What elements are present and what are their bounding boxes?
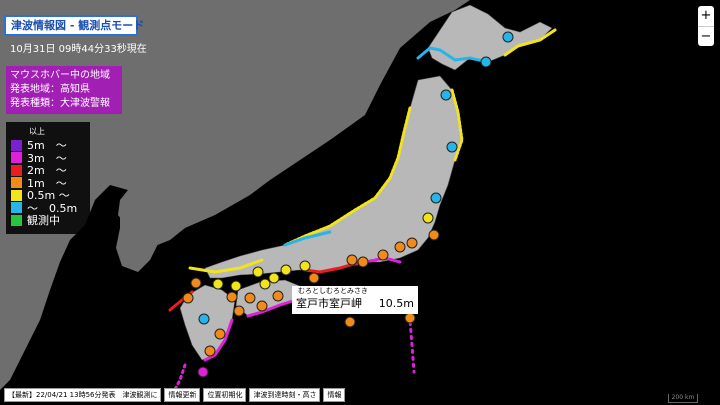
- popup-value: 10.5m: [378, 297, 414, 310]
- korean-peninsula: [116, 200, 162, 272]
- legend-item: ～ 0.5m: [11, 202, 85, 215]
- info-button[interactable]: 情報: [323, 388, 346, 402]
- hover-info-panel: マウスホバー中の地域 発表地域：高知県 発表種類：大津波警報: [6, 66, 122, 114]
- station-orange[interactable]: [406, 237, 418, 249]
- station-orange[interactable]: [346, 254, 358, 266]
- legend-label: 3m ～: [27, 151, 67, 165]
- coast-blue-wakasa: [283, 230, 332, 247]
- current-datetime: 10月31日 09時44分33秒現在: [10, 44, 147, 55]
- station-orange[interactable]: [204, 345, 216, 357]
- legend-item: 2m ～: [11, 164, 85, 177]
- station-yellow[interactable]: [422, 212, 434, 224]
- refresh-button[interactable]: 情報更新: [164, 388, 201, 402]
- hover-region: 発表地域：高知県: [10, 84, 90, 95]
- hover-heading: マウスホバー中の地域: [10, 70, 110, 81]
- legend-item: 1m ～: [11, 177, 85, 190]
- reset-position-button[interactable]: 位置初期化: [203, 388, 247, 402]
- station-yellow[interactable]: [268, 272, 280, 284]
- legend-item: 3m ～: [11, 152, 85, 165]
- station-yellow[interactable]: [212, 278, 224, 290]
- station-blue[interactable]: [440, 89, 452, 101]
- station-orange[interactable]: [428, 229, 440, 241]
- legend-label: 0.5m ～: [27, 189, 70, 203]
- popup-place-row: 室戸市室戸岬 10.5m: [296, 296, 414, 311]
- popup-reading: むろとしむろとみさき: [298, 287, 368, 295]
- zoom-out-button[interactable]: −: [698, 26, 714, 47]
- station-orange[interactable]: [394, 241, 406, 253]
- station-magenta[interactable]: [197, 366, 209, 378]
- station-orange[interactable]: [308, 272, 320, 284]
- legend-item: 0.5m ～: [11, 189, 85, 202]
- coast-yellow-hokkaido-east: [503, 28, 557, 57]
- hover-type: 発表種類：大津波警報: [10, 98, 110, 109]
- station-popup: むろとしむろとみさき 室戸市室戸岬 10.5m: [292, 286, 418, 314]
- coast-magenta-kyushu: [203, 318, 234, 362]
- legend-label: 1m ～: [27, 176, 67, 190]
- coast-yellow-sanin: [188, 258, 264, 274]
- legend-label: ～ 0.5m: [27, 201, 78, 215]
- legend-swatch: [11, 214, 22, 226]
- coast-yellow-pacific-north: [450, 88, 464, 162]
- station-yellow[interactable]: [230, 280, 242, 292]
- legend-head: 以上: [29, 127, 45, 136]
- legend-label: 5m ～: [27, 139, 67, 153]
- arrival-time-button[interactable]: 津波到達時刻・高さ: [249, 388, 321, 402]
- station-orange[interactable]: [190, 277, 202, 289]
- legend-swatch: [11, 152, 22, 164]
- station-yellow[interactable]: [252, 266, 264, 278]
- station-orange[interactable]: [404, 312, 416, 324]
- legend-swatch: [11, 139, 22, 151]
- station-yellow[interactable]: [259, 278, 271, 290]
- station-yellow[interactable]: [280, 264, 292, 276]
- legend-item: 観測中: [11, 214, 85, 227]
- zoom-control: + −: [698, 6, 714, 46]
- station-blue[interactable]: [480, 56, 492, 68]
- station-orange[interactable]: [244, 292, 256, 304]
- coast-magenta-shikoku: [246, 298, 298, 318]
- station-blue[interactable]: [430, 192, 442, 204]
- legend-item: 5m ～: [11, 139, 85, 152]
- station-orange[interactable]: [344, 316, 356, 328]
- station-orange[interactable]: [377, 249, 389, 261]
- zoom-in-button[interactable]: +: [700, 8, 712, 23]
- legend-swatch: [11, 202, 22, 214]
- legend-swatch: [11, 189, 22, 201]
- legend: 以上 5m ～ 3m ～ 2m ～ 1m ～ 0.5m ～ ～ 0.5m 観測中: [6, 122, 90, 234]
- station-orange[interactable]: [256, 300, 268, 312]
- station-orange[interactable]: [226, 291, 238, 303]
- land-hokkaido: [427, 4, 553, 71]
- coast-blue-hokkaido: [416, 46, 490, 64]
- legend-swatch: [11, 177, 22, 189]
- station-yellow[interactable]: [299, 260, 311, 272]
- popup-place: 室戸市室戸岬: [296, 297, 362, 310]
- announcement-select[interactable]: 【最新】22/04/21 13時56分発表 津波観測に: [4, 388, 162, 402]
- station-orange[interactable]: [182, 292, 194, 304]
- bottom-toolbar: 【最新】22/04/21 13時56分発表 津波観測に 情報更新 位置初期化 津…: [4, 388, 346, 402]
- coast-yellow-sea-of-japan: [283, 106, 412, 247]
- scale-bar: 200 km: [668, 394, 698, 403]
- legend-swatch: [11, 164, 22, 176]
- station-orange[interactable]: [357, 256, 369, 268]
- station-blue[interactable]: [446, 141, 458, 153]
- station-orange[interactable]: [214, 328, 226, 340]
- legend-label: 観測中: [27, 214, 60, 228]
- station-orange[interactable]: [272, 290, 284, 302]
- station-blue[interactable]: [198, 313, 210, 325]
- station-blue[interactable]: [502, 31, 514, 43]
- legend-label: 2m ～: [27, 164, 67, 178]
- map-title: 津波情報図 - 観測点モード: [4, 15, 144, 36]
- station-orange[interactable]: [233, 305, 245, 317]
